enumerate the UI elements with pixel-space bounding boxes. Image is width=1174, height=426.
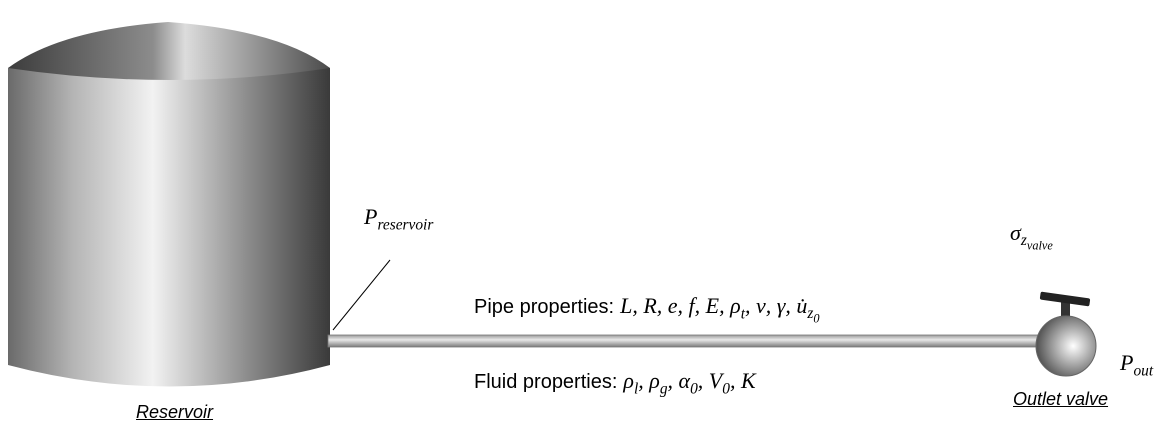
symbol: R — [643, 293, 657, 318]
symbol: P — [364, 204, 378, 229]
separator: , — [677, 293, 684, 318]
reservoir-body — [8, 33, 330, 387]
valve-ball — [1035, 315, 1097, 377]
separator: , — [765, 293, 772, 318]
symbol: ρ — [649, 368, 660, 393]
subscript-text: z — [1020, 232, 1027, 250]
separator: , — [744, 293, 751, 318]
symbol: ν — [755, 293, 766, 318]
pipe — [327, 334, 1039, 348]
symbol: E — [705, 293, 720, 318]
subscript: t — [741, 305, 745, 322]
reservoir-label: Reservoir — [136, 402, 214, 422]
leader-line — [332, 259, 391, 331]
list-label: Fluid properties: — [474, 371, 618, 393]
separator: , — [719, 293, 725, 318]
outlet-pressure: Pout — [1120, 352, 1153, 379]
subsubscript: valve — [1026, 238, 1053, 253]
subscript: 0 — [690, 380, 698, 397]
symbol: ρ — [730, 293, 741, 318]
separator: , — [667, 368, 674, 393]
subscript: 0 — [722, 380, 730, 397]
separator: , — [656, 293, 663, 318]
subscript-text: out — [1133, 362, 1154, 380]
subscript-text: g — [659, 380, 668, 398]
subscript: l — [634, 380, 638, 397]
symbol: f — [688, 293, 695, 318]
list-label: Pipe properties: — [474, 296, 615, 318]
separator: , — [729, 368, 736, 393]
separator: , — [785, 293, 791, 318]
subscript-text: z — [807, 305, 814, 323]
valve-label: Outlet valve — [1013, 389, 1109, 409]
reservoir-pressure: Preservoir — [364, 206, 433, 233]
symbol: γ — [776, 293, 786, 318]
symbol: u̇ — [796, 293, 808, 318]
subscript-text: t — [740, 305, 745, 323]
pipe-properties: Pipe properties: L, R, e, f, E, ρt, ν, γ,… — [474, 295, 820, 325]
valve-stem — [1061, 300, 1070, 322]
subscript: reservoir — [377, 216, 433, 233]
subscript: g — [660, 380, 668, 397]
symbols: L, R, e, f, E, ρt, ν, γ, u̇z0 — [620, 293, 819, 325]
symbol: ρ — [623, 368, 634, 393]
symbol: V — [708, 368, 723, 393]
symbols: ρl, ρg, α0, V0, K — [623, 368, 756, 397]
subscript: zvalve — [1020, 232, 1053, 252]
separator: , — [694, 293, 701, 318]
symbol: α — [678, 368, 691, 393]
reservoir-roof — [8, 22, 330, 80]
symbol: σ — [1010, 220, 1021, 245]
valve-handle — [1039, 291, 1091, 307]
subscript-text: reservoir — [377, 216, 434, 234]
symbol: P — [1120, 350, 1134, 375]
fluid-properties: Fluid properties: ρl, ρg, α0, V0, K — [474, 370, 756, 397]
separator: , — [697, 368, 704, 393]
symbol: L — [620, 293, 633, 318]
subscript-text: l — [633, 380, 639, 398]
subscript: z0 — [807, 305, 819, 325]
separator: , — [638, 368, 644, 393]
valve-stress: σzvalve — [1010, 222, 1053, 252]
separator: , — [632, 293, 638, 318]
symbol: e — [667, 293, 678, 318]
subscript: out — [1133, 362, 1153, 379]
symbol: K — [740, 368, 756, 393]
subscript-text: 0 — [722, 380, 730, 398]
subscript-text: 0 — [690, 380, 698, 398]
subsubscript: 0 — [813, 311, 820, 326]
